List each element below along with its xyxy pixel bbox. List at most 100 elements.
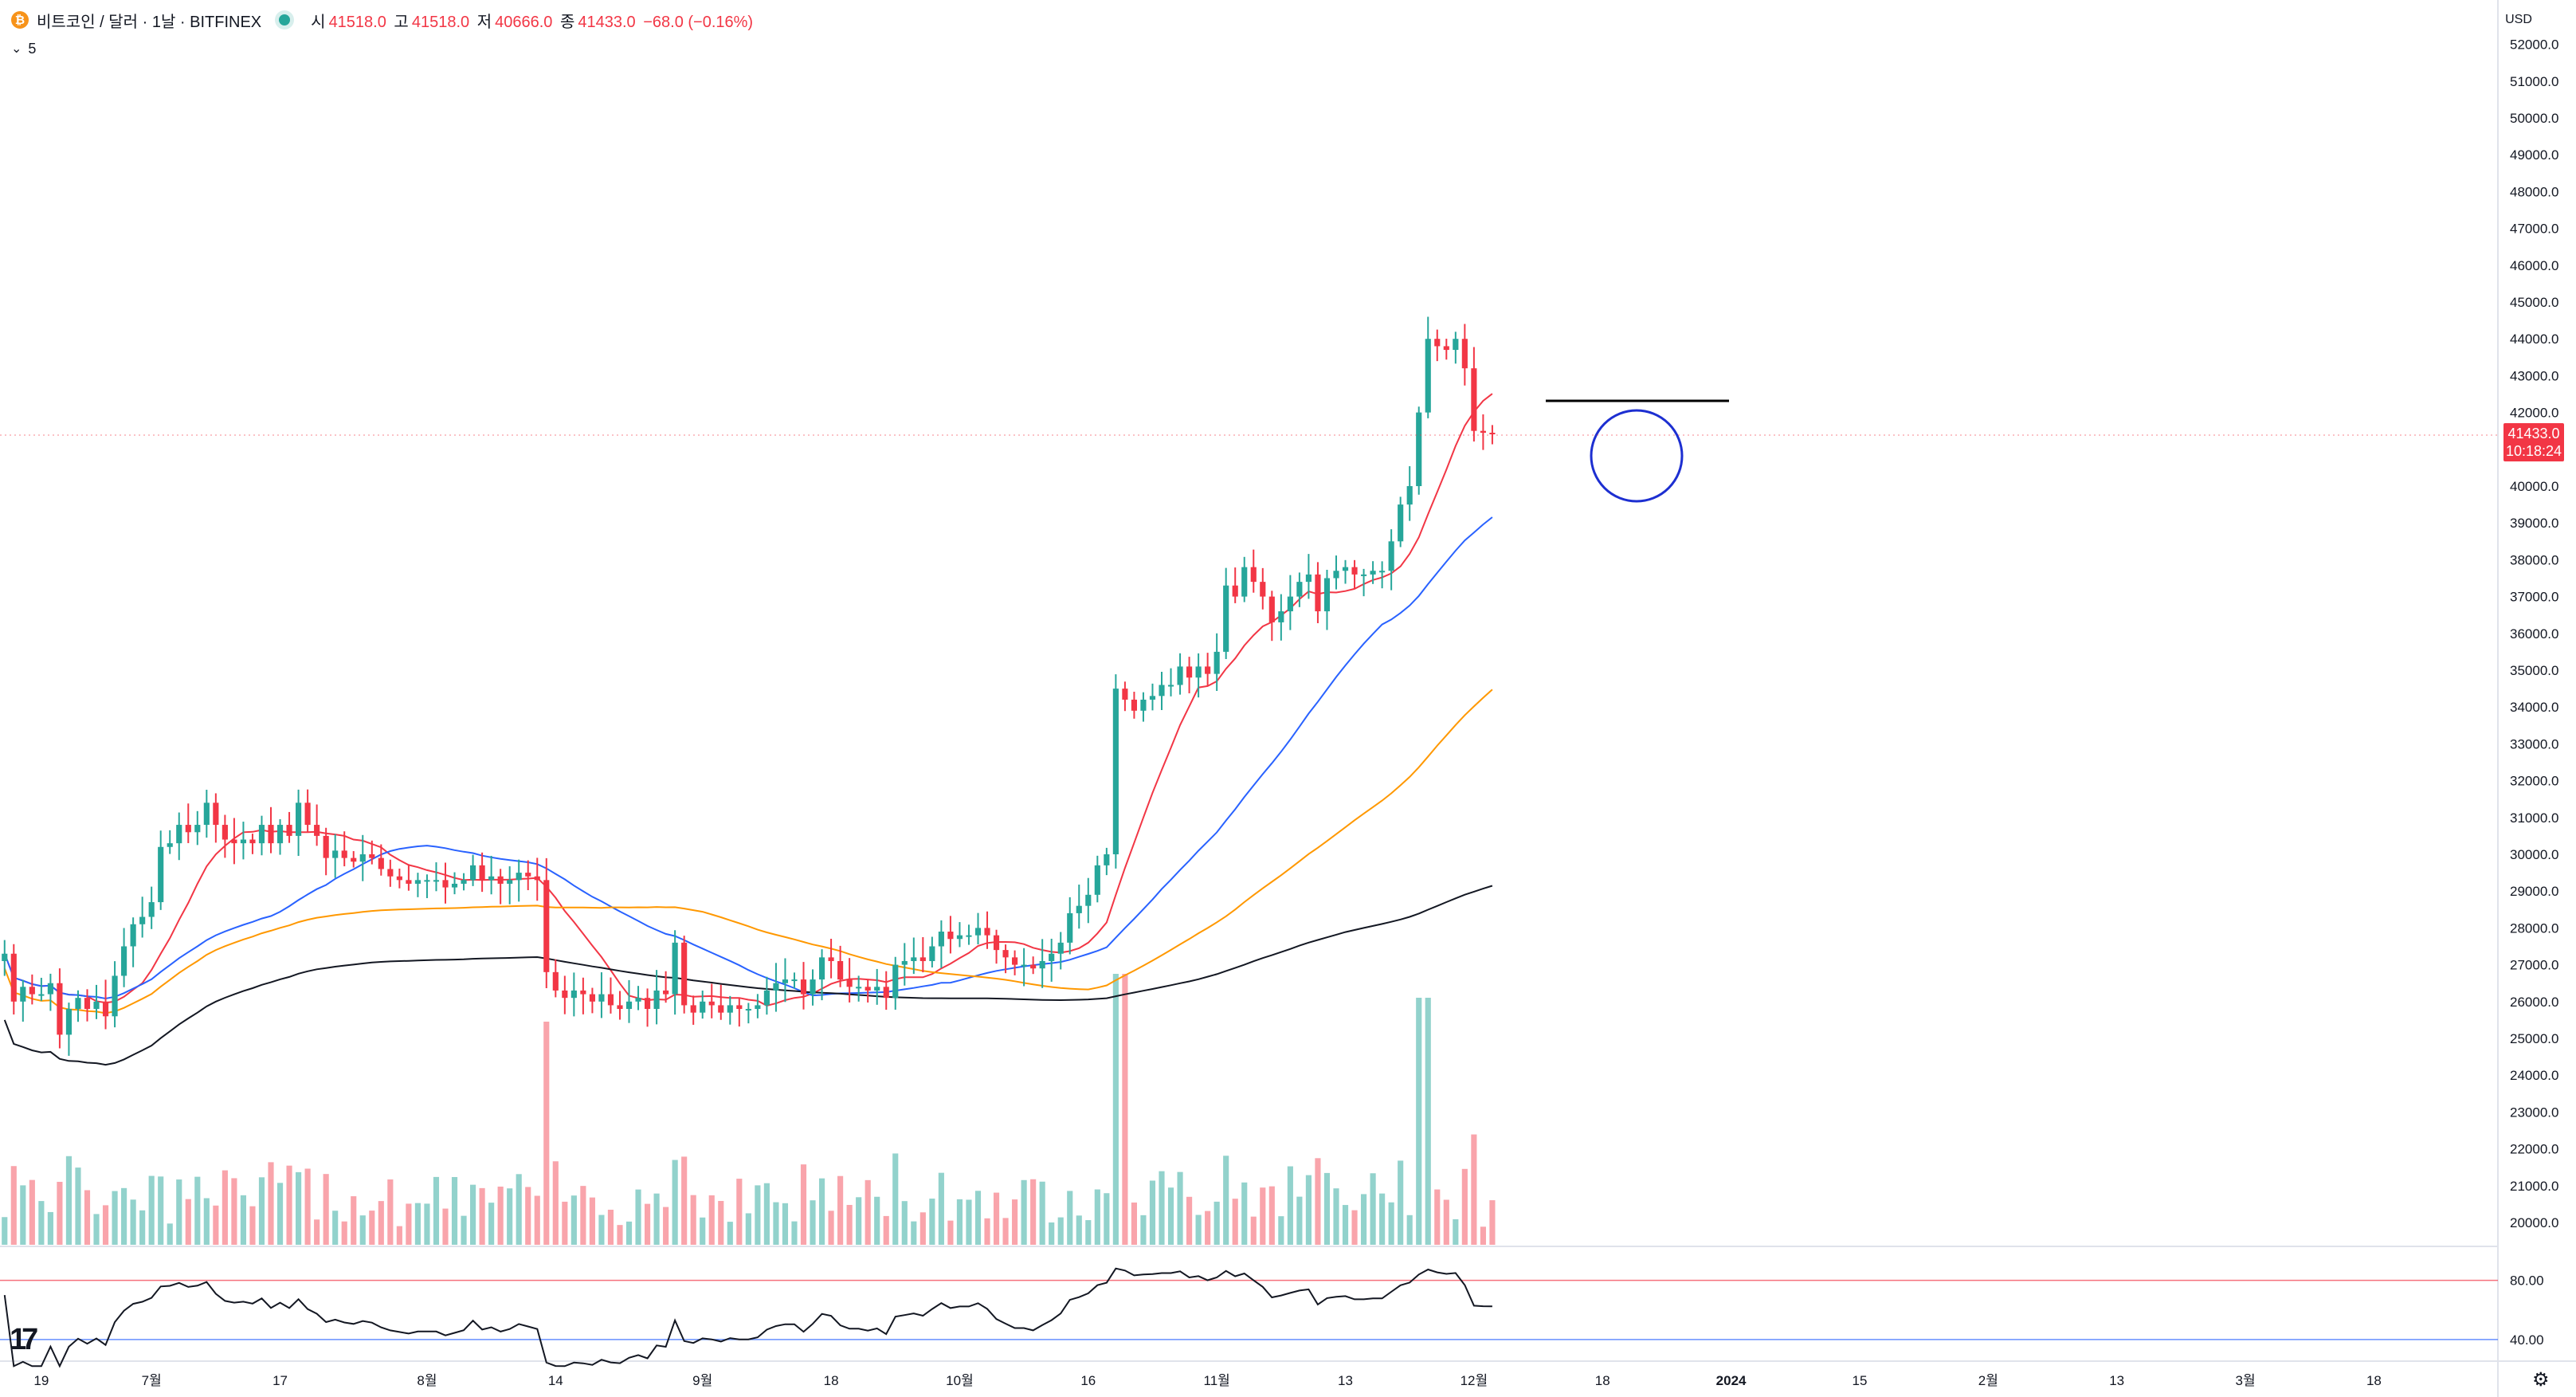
candle-body — [653, 990, 660, 1010]
volume-bar — [194, 1176, 201, 1245]
volume-bar — [1250, 1216, 1257, 1245]
market-status-icon[interactable] — [279, 14, 291, 26]
volume-bar — [516, 1174, 522, 1245]
candle-body — [1076, 905, 1082, 913]
volume-bar — [1443, 1199, 1449, 1245]
volume-bar — [47, 1211, 53, 1245]
candle-body — [598, 994, 605, 1002]
time-axis[interactable]: 19 7월 17 8월 14 9월 18 10월 16 11월 13 12월 18 2024 15 2월 13 3… — [33, 1373, 2381, 1388]
candle-body — [176, 825, 182, 844]
candle-body — [38, 994, 45, 996]
candle-body — [351, 857, 357, 862]
candle-body — [1398, 504, 1404, 542]
candle-body — [167, 843, 173, 847]
volume-bar — [1489, 1200, 1496, 1245]
candle-body — [846, 979, 853, 987]
volume-bar — [75, 1167, 81, 1245]
volume-bar — [185, 1199, 191, 1245]
time-tick-label: 18 — [1595, 1373, 1610, 1388]
symbol-title[interactable]: 비트코인 / 달러 · 1날 · BITFINEX — [37, 13, 262, 31]
volume-bar — [681, 1156, 688, 1245]
candle-body — [727, 1005, 733, 1013]
gear-icon[interactable]: ⚙ — [2532, 1369, 2550, 1391]
volume-bar — [1177, 1171, 1183, 1245]
price-tick-label: 47000.0 — [2510, 222, 2558, 237]
price-tick-label: 36000.0 — [2510, 626, 2558, 642]
volume-bar — [883, 1215, 889, 1245]
volume-bar — [442, 1208, 449, 1245]
volume-bar — [1167, 1187, 1174, 1245]
rsi-tick-label: 40.00 — [2510, 1332, 2544, 1348]
candle-body — [1205, 666, 1211, 674]
candle-body — [525, 873, 531, 877]
candle-body — [1315, 574, 1321, 612]
price-tick-label: 34000.0 — [2510, 700, 2558, 715]
volume-bar — [1425, 998, 1431, 1245]
indicators-toggle[interactable]: ⌄ 5 — [11, 37, 36, 61]
candle-body — [929, 946, 935, 961]
candle-body — [488, 876, 495, 881]
candle-body — [625, 1001, 633, 1010]
volume-bar — [304, 1168, 311, 1245]
countdown: 10:18:24 — [2505, 443, 2562, 459]
volume-bar — [919, 1212, 926, 1245]
volume-bar — [139, 1210, 146, 1245]
currency-button[interactable]: USD — [2505, 13, 2532, 26]
price-tick-label: 40000.0 — [2510, 479, 2558, 494]
candle-body — [865, 987, 871, 991]
volume-bar — [736, 1179, 743, 1245]
candle-body — [1104, 854, 1110, 865]
volume-bar — [984, 1218, 990, 1245]
price-tick-label: 42000.0 — [2510, 406, 2558, 421]
volume-bar — [800, 1164, 807, 1245]
candle-body — [461, 880, 467, 884]
volume-bar — [1012, 1199, 1018, 1245]
volume-bar — [102, 1205, 109, 1245]
volume-bar — [1057, 1217, 1064, 1245]
candle-body — [580, 990, 586, 995]
tradingview-logo[interactable]: 17 — [10, 1323, 38, 1356]
candle-body — [1223, 585, 1229, 652]
candle-body — [1149, 696, 1156, 700]
volume-bar — [1434, 1189, 1441, 1245]
volume-bar — [837, 1175, 844, 1245]
volume-bar — [258, 1177, 265, 1245]
volume-bar — [406, 1203, 412, 1245]
low-value: 40666.0 — [495, 13, 553, 31]
candle-body — [755, 1005, 761, 1010]
volume-bar — [148, 1175, 155, 1245]
time-tick-label: 8월 — [417, 1373, 437, 1388]
volume-bar — [296, 1171, 302, 1245]
price-tick-label: 48000.0 — [2510, 184, 2558, 199]
volume-bar — [1067, 1191, 1073, 1245]
candle-body — [20, 987, 26, 1002]
volume-bar — [396, 1226, 402, 1245]
candle-body — [635, 998, 641, 1002]
candle-body — [222, 825, 228, 840]
candle-body — [194, 825, 201, 833]
candle-body — [837, 960, 844, 980]
candle-body — [1305, 574, 1312, 583]
volume-bar — [378, 1201, 384, 1245]
volume-bar — [598, 1215, 605, 1245]
volume-bar — [1112, 974, 1119, 1245]
ma-black-line — [3, 885, 1493, 1066]
candles — [2, 316, 1496, 1056]
volume-bar — [351, 1196, 357, 1245]
volume-bar — [2, 1217, 8, 1245]
volume-bar — [1085, 1220, 1092, 1245]
volume-bar — [1186, 1196, 1193, 1245]
price-axis[interactable]: 20000.0 21000.0 22000.0 23000.0 24000.0 25000… — [2510, 37, 2558, 1230]
volume-bar — [341, 1221, 347, 1245]
candle-body — [65, 1009, 73, 1035]
time-tick-label: 7월 — [142, 1373, 162, 1388]
candle-body — [1159, 685, 1165, 697]
candle-body — [745, 1009, 751, 1011]
volume-bar — [1323, 1172, 1331, 1245]
candle-body — [507, 880, 513, 884]
candle-body — [185, 825, 191, 833]
candle-body — [956, 935, 963, 940]
volume-bar — [856, 1197, 862, 1245]
